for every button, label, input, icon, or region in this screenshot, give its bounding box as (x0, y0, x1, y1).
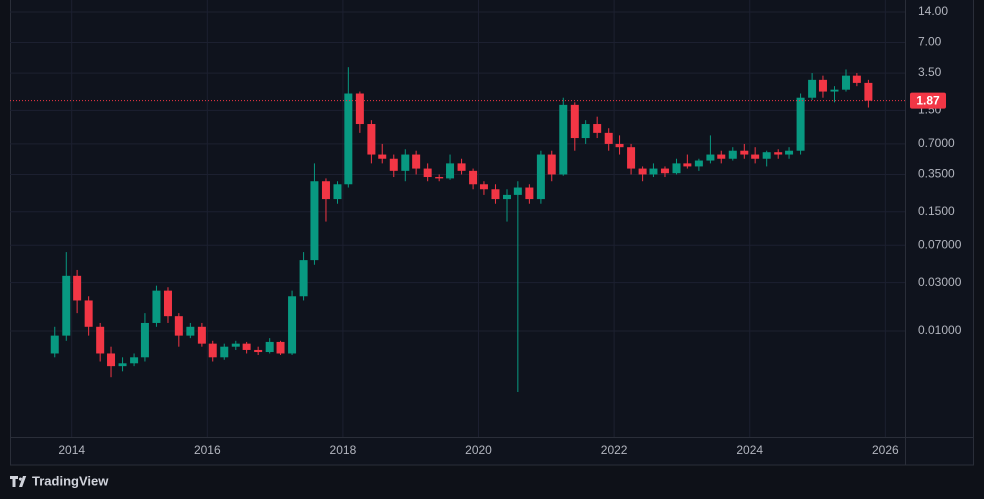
candle-body (830, 89, 839, 92)
y-tick-label: 0.3500 (918, 167, 955, 181)
last-price-label: 1.87 (916, 93, 940, 107)
candle-body (344, 93, 353, 185)
candle-body (276, 341, 285, 354)
candle-body (728, 150, 737, 159)
chart-panel (10, 0, 974, 466)
x-tick-label: 2026 (872, 443, 899, 457)
candle-body (762, 152, 771, 159)
x-tick-label: 2018 (330, 443, 357, 457)
candle-body (378, 154, 387, 159)
candle-body (638, 168, 647, 175)
candle-body (435, 177, 444, 179)
x-tick-label: 2024 (736, 443, 763, 457)
y-tick-label: 0.07000 (918, 237, 962, 251)
candle-body (593, 124, 602, 133)
candle-body (208, 343, 217, 358)
candle-body (50, 335, 59, 354)
candle-body (547, 154, 556, 175)
candle-body (581, 124, 590, 139)
candle-body (649, 168, 658, 175)
candle-body (389, 158, 398, 171)
candle-body (469, 170, 478, 185)
candle-body (288, 296, 297, 354)
candle-body (751, 154, 760, 159)
candles (10, 67, 905, 393)
candle-body (174, 316, 183, 336)
candle-body (808, 79, 817, 98)
candle-body (683, 163, 692, 167)
candle-body (570, 104, 579, 139)
last-price-badge (910, 92, 946, 109)
candle-body (96, 326, 105, 354)
candle-body (130, 357, 139, 364)
candle-body (694, 160, 703, 167)
candle-body (242, 343, 251, 350)
y-tick-label: 3.50 (918, 65, 942, 79)
candle-body (491, 189, 500, 200)
candle-body (62, 275, 71, 336)
x-tick-label: 2014 (58, 443, 85, 457)
candle-body (525, 187, 534, 200)
y-tick-label: 0.03000 (918, 275, 962, 289)
candle-body (310, 181, 319, 261)
candle-body (299, 260, 308, 297)
candle-body (774, 152, 783, 155)
candle-body (842, 75, 851, 90)
candle-body (355, 93, 364, 125)
candle-body (140, 322, 149, 358)
candle-body (627, 147, 636, 169)
candle-body (367, 124, 376, 155)
candle-body (604, 132, 613, 144)
candle-body (502, 194, 511, 200)
candle-body (615, 143, 624, 148)
brand-logo: TradingView (10, 473, 109, 488)
candle-body (163, 290, 172, 317)
candle-body (186, 326, 195, 336)
candle-body (333, 184, 342, 200)
candle-body (423, 168, 432, 178)
candle-body (197, 326, 206, 344)
candle-body (740, 150, 749, 155)
candle-body (536, 154, 545, 200)
x-tick-label: 2022 (601, 443, 628, 457)
candle-body (706, 154, 715, 161)
candle-body (265, 341, 274, 353)
candle-body (107, 353, 116, 367)
candle-body (457, 163, 466, 171)
candle-body (479, 184, 488, 190)
grid (10, 0, 905, 437)
candle-body (84, 300, 93, 327)
candle-body (864, 82, 873, 101)
candle-body (660, 168, 669, 174)
candle-body (118, 363, 127, 367)
x-tick-label: 2016 (194, 443, 221, 457)
y-tick-label: 0.7000 (918, 136, 955, 150)
candle-body (796, 97, 805, 151)
candle-body (559, 104, 568, 175)
candle-body (220, 346, 229, 358)
candle-body (412, 154, 421, 169)
candle-body (254, 349, 263, 353)
y-tick-label: 0.01000 (918, 323, 962, 337)
candle-body (513, 187, 522, 195)
candle-body (672, 163, 681, 174)
candle-body (852, 75, 861, 83)
candle-body (446, 163, 455, 179)
y-tick-label: 0.1500 (918, 204, 955, 218)
candle-body (717, 154, 726, 159)
candle-body (152, 290, 161, 323)
candle-body (818, 79, 827, 92)
y-tick-label: 14.00 (918, 4, 948, 18)
candle-body (73, 275, 82, 301)
x-tick-label: 2020 (465, 443, 492, 457)
brand-name: TradingView (32, 473, 109, 488)
logo-mark (10, 476, 27, 487)
y-tick-label: 7.00 (918, 35, 942, 49)
candle-body (321, 181, 330, 200)
candle-body (231, 343, 240, 347)
candle-body (401, 154, 410, 171)
candle-body (785, 150, 794, 155)
axis-labels: 14.007.003.501.500.70000.35000.15000.070… (58, 4, 961, 457)
